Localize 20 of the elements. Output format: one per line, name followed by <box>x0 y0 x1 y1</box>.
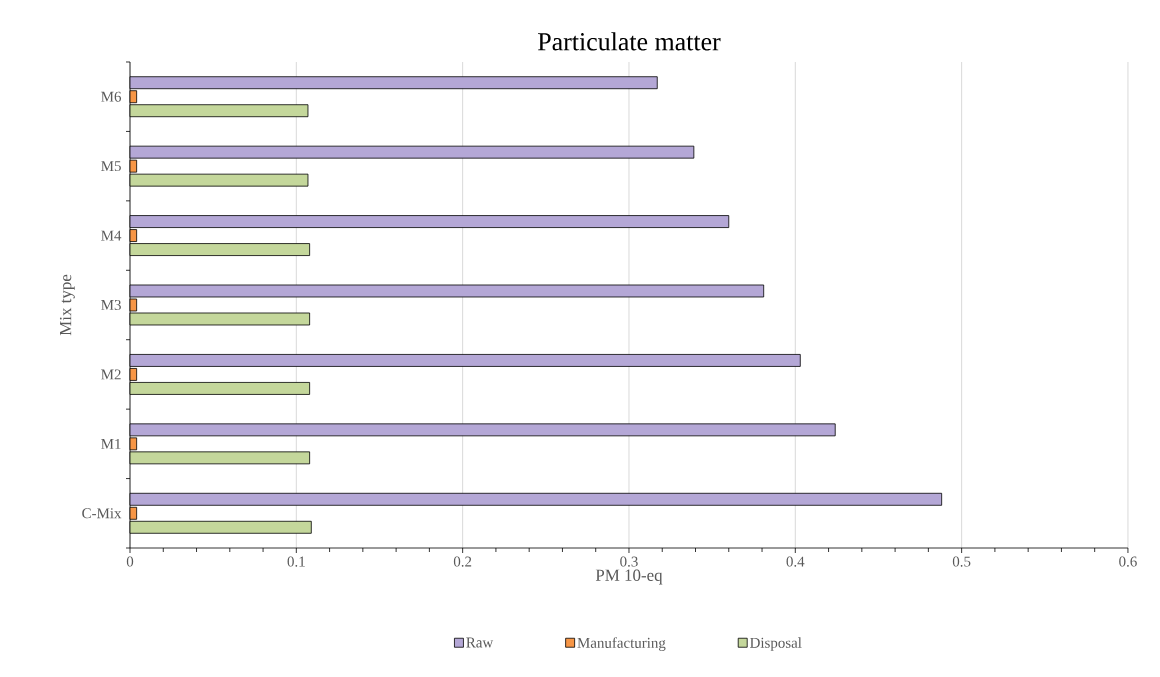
chart-title: Particulate matter <box>538 32 721 51</box>
legend-label: Manufacturing <box>577 637 666 651</box>
y-tick-label: C-Mix <box>82 508 122 519</box>
y-tick-label: M6 <box>101 91 122 102</box>
y-tick-label: M3 <box>101 299 121 311</box>
x-tick-label: 0.2 <box>453 556 472 567</box>
x-tick-label: 0.1 <box>287 556 305 567</box>
y-tick-label: M2 <box>101 369 121 380</box>
y-tick-label: M1 <box>101 438 121 449</box>
y-tick-label: M4 <box>101 230 122 241</box>
y-tick-label: M5 <box>101 161 121 172</box>
x-tick-label: 0.6 <box>1119 556 1137 567</box>
x-tick-label: 0.5 <box>952 556 971 567</box>
x-tick-label: 0.3 <box>620 556 638 567</box>
legend-label: Disposal <box>750 637 802 651</box>
x-axis-title: PM 10-eq <box>595 569 663 585</box>
y-axis-title: Mix type <box>59 274 75 336</box>
x-tick-label: 0.4 <box>786 556 805 567</box>
x-tick-label: 0 <box>126 556 134 567</box>
legend-label: Raw <box>466 637 494 648</box>
